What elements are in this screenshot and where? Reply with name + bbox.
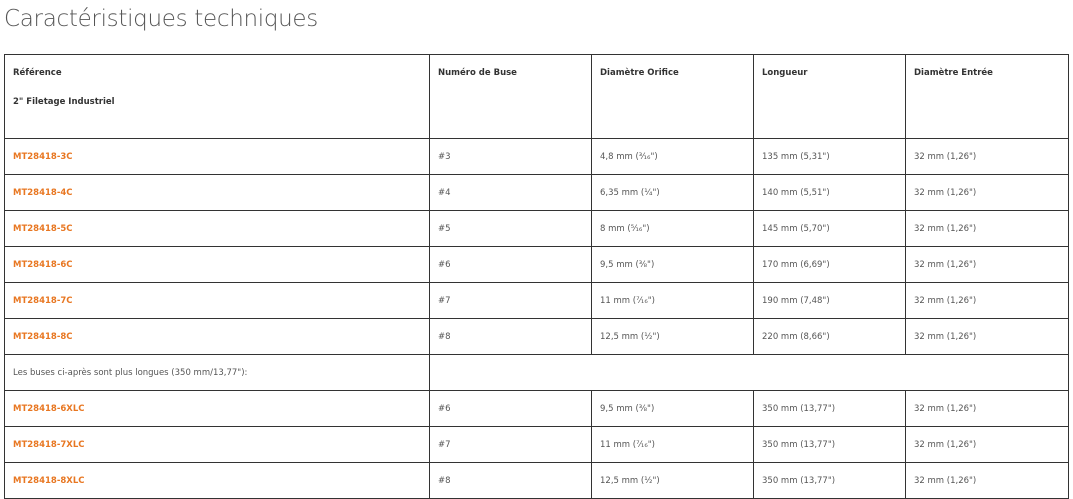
- note-text: Les buses ci-après sont plus longues (35…: [4, 354, 430, 391]
- table-header: Référence 2" Filetage Industriel Numéro d…: [4, 54, 1069, 139]
- orifice-diameter: 11 mm (⁷⁄₁₆"): [591, 282, 754, 319]
- table-row: MT28418-6C #6 9,5 mm (³⁄₈") 170 mm (6,69") 3…: [4, 246, 1069, 283]
- reference-link[interactable]: MT28418-8C: [4, 318, 430, 355]
- inlet-diameter: 32 mm (1,26"): [905, 390, 1069, 427]
- header-reference-label: Référence: [13, 68, 62, 78]
- nozzle-number: #8: [429, 318, 592, 355]
- reference-link[interactable]: MT28418-6XLC: [4, 390, 430, 427]
- table-row: MT28418-6XLC #6 9,5 mm (³⁄₈") 350 mm (13,77…: [4, 390, 1069, 427]
- inlet-diameter: 32 mm (1,26"): [905, 318, 1069, 355]
- length: 350 mm (13,77"): [753, 462, 906, 499]
- length: 135 mm (5,31"): [753, 138, 906, 175]
- nozzle-number: #7: [429, 426, 592, 463]
- reference-link[interactable]: MT28418-5C: [4, 210, 430, 247]
- orifice-diameter: 12,5 mm (¹⁄₂"): [591, 318, 754, 355]
- length: 350 mm (13,77"): [753, 426, 906, 463]
- orifice-diameter: 6,35 mm (¹⁄₄"): [591, 174, 754, 211]
- inlet-diameter: 32 mm (1,26"): [905, 462, 1069, 499]
- table-row: MT28418-5C #5 8 mm (⁵⁄₁₆") 145 mm (5,70") 32…: [4, 210, 1069, 247]
- orifice-diameter: 8 mm (⁵⁄₁₆"): [591, 210, 754, 247]
- inlet-diameter: 32 mm (1,26"): [905, 282, 1069, 319]
- header-buse: Numéro de Buse: [429, 54, 592, 139]
- reference-link[interactable]: MT28418-6C: [4, 246, 430, 283]
- header-reference-sub: 2" Filetage Industriel: [13, 97, 115, 107]
- length: 145 mm (5,70"): [753, 210, 906, 247]
- nozzle-number: #6: [429, 246, 592, 283]
- reference-link[interactable]: MT28418-7XLC: [4, 426, 430, 463]
- nozzle-number: #5: [429, 210, 592, 247]
- length: 220 mm (8,66"): [753, 318, 906, 355]
- orifice-diameter: 12,5 mm (¹⁄₂"): [591, 462, 754, 499]
- nozzle-number: #6: [429, 390, 592, 427]
- length: 170 mm (6,69"): [753, 246, 906, 283]
- table-row: MT28418-7XLC #7 11 mm (⁷⁄₁₆") 350 mm (13,77…: [4, 426, 1069, 463]
- specs-table: Référence 2" Filetage Industriel Numéro d…: [4, 54, 1069, 499]
- reference-link[interactable]: MT28418-3C: [4, 138, 430, 175]
- reference-link[interactable]: MT28418-8XLC: [4, 462, 430, 499]
- orifice-diameter: 9,5 mm (³⁄₈"): [591, 246, 754, 283]
- header-reference: Référence 2" Filetage Industriel: [4, 54, 430, 139]
- inlet-diameter: 32 mm (1,26"): [905, 138, 1069, 175]
- orifice-diameter: 11 mm (⁷⁄₁₆"): [591, 426, 754, 463]
- table-row: MT28418-7C #7 11 mm (⁷⁄₁₆") 190 mm (7,48") 3…: [4, 282, 1069, 319]
- length: 190 mm (7,48"): [753, 282, 906, 319]
- reference-link[interactable]: MT28418-7C: [4, 282, 430, 319]
- orifice-diameter: 4,8 mm (³⁄₁₆"): [591, 138, 754, 175]
- header-orifice: Diamètre Orifice: [591, 54, 754, 139]
- inlet-diameter: 32 mm (1,26"): [905, 426, 1069, 463]
- nozzle-number: #8: [429, 462, 592, 499]
- inlet-diameter: 32 mm (1,26"): [905, 174, 1069, 211]
- note-empty: [429, 354, 1069, 391]
- header-longueur: Longueur: [753, 54, 906, 139]
- orifice-diameter: 9,5 mm (³⁄₈"): [591, 390, 754, 427]
- reference-link[interactable]: MT28418-4C: [4, 174, 430, 211]
- nozzle-number: #7: [429, 282, 592, 319]
- nozzle-number: #4: [429, 174, 592, 211]
- inlet-diameter: 32 mm (1,26"): [905, 210, 1069, 247]
- header-entree: Diamètre Entrée: [905, 54, 1069, 139]
- table-row: MT28418-8C #8 12,5 mm (¹⁄₂") 220 mm (8,66")…: [4, 318, 1069, 355]
- table-row: MT28418-8XLC #8 12,5 mm (¹⁄₂") 350 mm (13,7…: [4, 462, 1069, 499]
- inlet-diameter: 32 mm (1,26"): [905, 246, 1069, 283]
- note-row: Les buses ci-après sont plus longues (35…: [4, 354, 1069, 391]
- table-row: MT28418-4C #4 6,35 mm (¹⁄₄") 140 mm (5,51")…: [4, 174, 1069, 211]
- length: 350 mm (13,77"): [753, 390, 906, 427]
- nozzle-number: #3: [429, 138, 592, 175]
- page-title: Caractéristiques techniques: [4, 6, 318, 32]
- table-row: MT28418-3C #3 4,8 mm (³⁄₁₆") 135 mm (5,31")…: [4, 138, 1069, 175]
- length: 140 mm (5,51"): [753, 174, 906, 211]
